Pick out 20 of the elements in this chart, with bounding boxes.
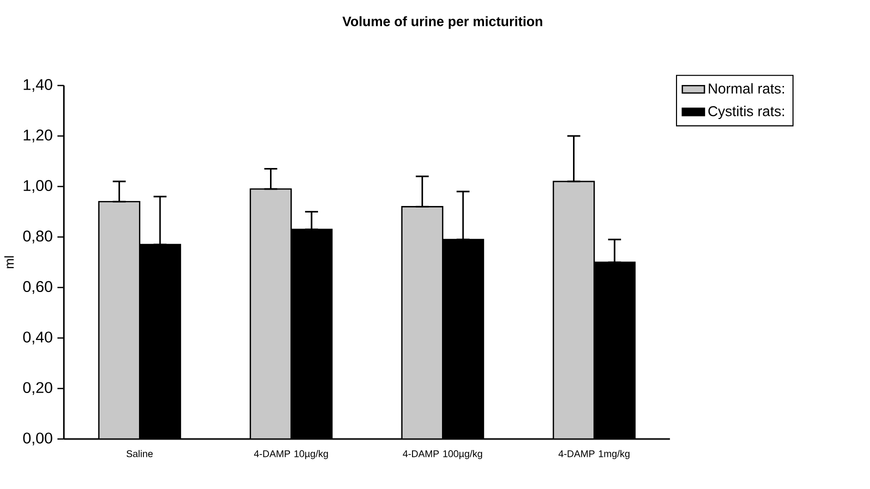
legend-label: Cystitis rats:	[708, 106, 784, 120]
bar	[250, 188, 292, 440]
y-tick-label: 1,20	[24, 130, 52, 143]
y-tick-label: 0,40	[23, 332, 52, 345]
x-tick-label: 4-DAMP 100µg/kg	[402, 450, 482, 460]
bar	[401, 206, 444, 440]
x-tick-label: 4-DAMP 10µg/kg	[254, 450, 328, 460]
y-tick-label: 0,60	[23, 281, 52, 294]
y-tick-label: 0,80	[23, 230, 52, 244]
y-tick-label: 1,00	[24, 180, 52, 194]
legend-label: Normal rats:	[708, 83, 784, 94]
y-tick-label: 1,40	[24, 79, 52, 92]
y-tick-label: 0,20	[23, 382, 52, 396]
x-tick-label: Saline	[126, 450, 153, 458]
y-axis-title: ml	[4, 256, 14, 268]
bar	[552, 181, 595, 440]
y-tick-label: 0,00	[23, 432, 52, 446]
chart-title: Volume of urine per micturition	[342, 16, 542, 30]
x-tick-label: 4-DAMP 1mg/kg	[558, 450, 630, 460]
bar	[98, 201, 140, 440]
